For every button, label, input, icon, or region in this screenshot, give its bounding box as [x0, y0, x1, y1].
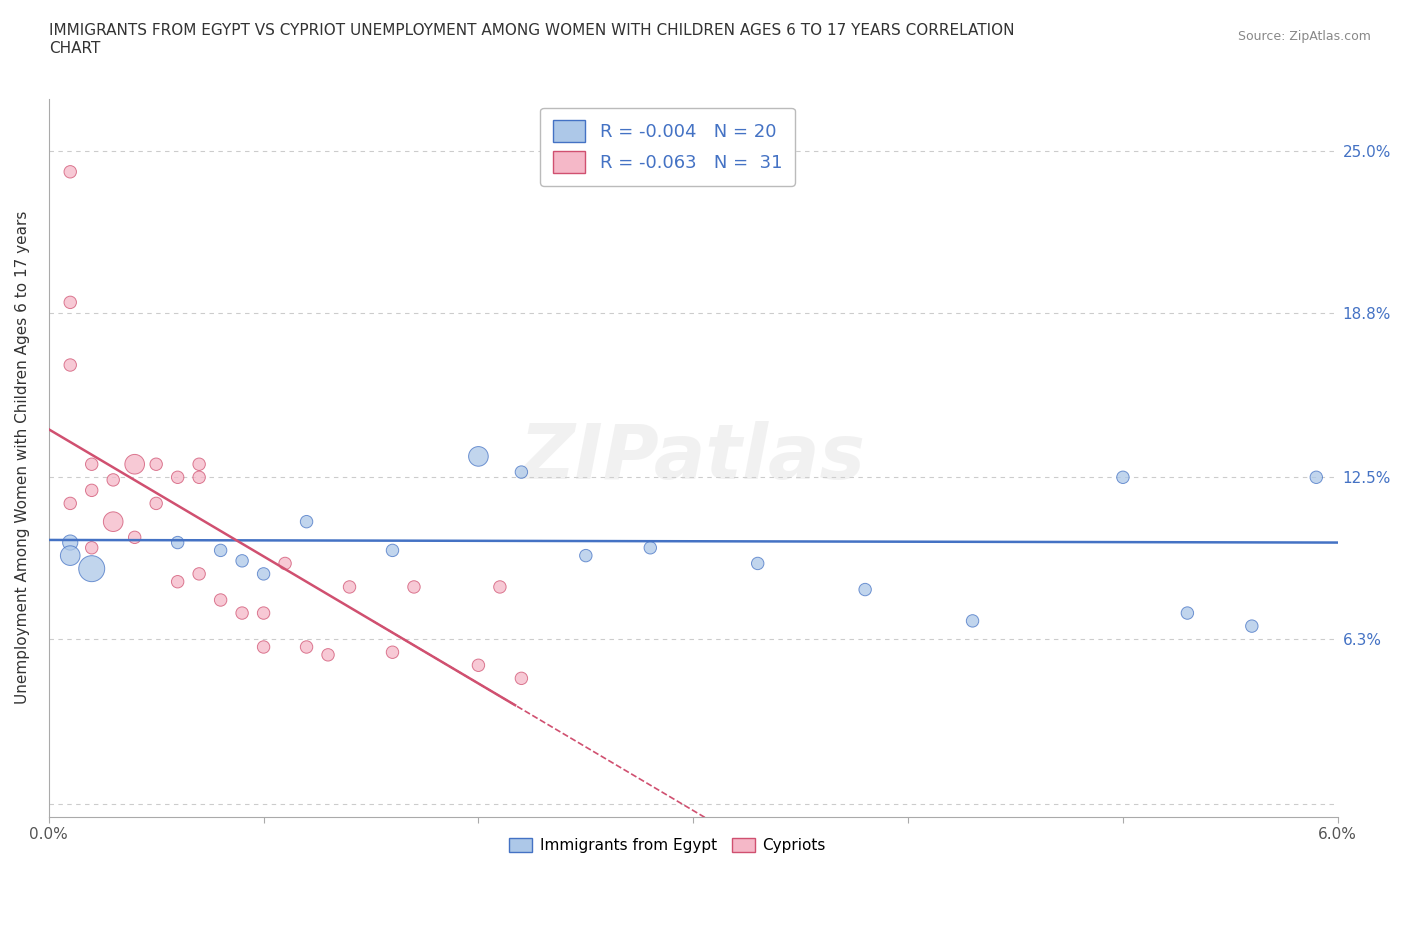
Point: [381, 543, 404, 558]
Point: [467, 658, 489, 672]
Y-axis label: Unemployment Among Women with Children Ages 6 to 17 years: Unemployment Among Women with Children A…: [15, 211, 30, 704]
Point: [80, 483, 103, 498]
Point: [231, 553, 253, 568]
Point: [59, 165, 82, 179]
Point: [467, 449, 489, 464]
Point: [853, 582, 876, 597]
Point: [124, 530, 146, 545]
Point: [575, 548, 598, 563]
Point: [640, 540, 662, 555]
Point: [188, 457, 211, 472]
Point: [295, 640, 318, 655]
Point: [59, 548, 82, 563]
Point: [231, 605, 253, 620]
Point: [510, 465, 533, 480]
Text: IMMIGRANTS FROM EGYPT VS CYPRIOT UNEMPLOYMENT AMONG WOMEN WITH CHILDREN AGES 6 T: IMMIGRANTS FROM EGYPT VS CYPRIOT UNEMPLO…: [49, 23, 1015, 56]
Point: [166, 575, 188, 590]
Point: [166, 470, 188, 485]
Point: [145, 457, 167, 472]
Point: [59, 496, 82, 511]
Point: [252, 640, 274, 655]
Point: [80, 561, 103, 576]
Point: [209, 543, 232, 558]
Point: [59, 535, 82, 550]
Point: [339, 579, 361, 594]
Point: [59, 295, 82, 310]
Point: [188, 470, 211, 485]
Point: [295, 514, 318, 529]
Point: [1240, 618, 1263, 633]
Point: [1177, 605, 1199, 620]
Legend: Immigrants from Egypt, Cypriots: Immigrants from Egypt, Cypriots: [503, 832, 832, 859]
Point: [80, 457, 103, 472]
Text: ZIPatlas: ZIPatlas: [520, 420, 866, 495]
Point: [381, 644, 404, 659]
Point: [1305, 470, 1327, 485]
Point: [166, 535, 188, 550]
Point: [747, 556, 769, 571]
Point: [124, 457, 146, 472]
Point: [316, 647, 339, 662]
Point: [1112, 470, 1135, 485]
Point: [252, 605, 274, 620]
Point: [209, 592, 232, 607]
Point: [59, 357, 82, 372]
Point: [80, 540, 103, 555]
Point: [510, 671, 533, 685]
Text: Source: ZipAtlas.com: Source: ZipAtlas.com: [1237, 30, 1371, 43]
Point: [103, 514, 125, 529]
Point: [188, 566, 211, 581]
Point: [962, 614, 984, 629]
Point: [402, 579, 425, 594]
Point: [252, 566, 274, 581]
Point: [103, 472, 125, 487]
Point: [145, 496, 167, 511]
Point: [274, 556, 297, 571]
Point: [489, 579, 512, 594]
